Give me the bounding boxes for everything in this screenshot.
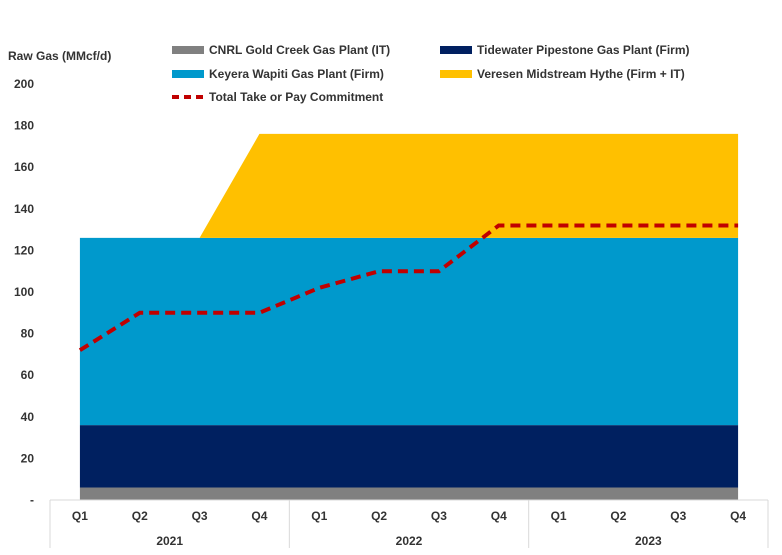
y-tick-label: 180 xyxy=(14,119,34,133)
y-axis-label: Raw Gas (MMcf/d) xyxy=(8,49,111,63)
x-tick-label: Q2 xyxy=(371,509,387,523)
y-tick-label: 200 xyxy=(14,77,34,91)
x-tick-label: Q1 xyxy=(311,509,327,523)
legend-label-3: Veresen Midstream Hythe (Firm + IT) xyxy=(477,67,685,81)
x-tick-label: Q4 xyxy=(251,509,267,523)
y-tick-label: 20 xyxy=(21,451,35,465)
area-series-2 xyxy=(79,237,739,426)
group-label: 2021 xyxy=(156,534,183,548)
group-label: 2022 xyxy=(396,534,423,548)
area-series-0 xyxy=(79,487,739,500)
legend-swatch-0 xyxy=(172,46,204,54)
legend-label-4: Total Take or Pay Commitment xyxy=(209,90,383,104)
x-tick-label: Q2 xyxy=(132,509,148,523)
x-tick-label: Q4 xyxy=(491,509,507,523)
x-tick-label: Q3 xyxy=(192,509,208,523)
x-tick-label: Q3 xyxy=(670,509,686,523)
y-tick-label: 80 xyxy=(21,327,35,341)
x-tick-label: Q3 xyxy=(431,509,447,523)
legend-label-2: Keyera Wapiti Gas Plant (Firm) xyxy=(209,67,384,81)
legend-swatch-2 xyxy=(172,70,204,78)
y-tick-label: 40 xyxy=(21,410,35,424)
x-tick-label: Q1 xyxy=(551,509,567,523)
legend-label-0: CNRL Gold Creek Gas Plant (IT) xyxy=(209,43,390,57)
area-series-3 xyxy=(79,133,739,238)
y-tick-label: 100 xyxy=(14,285,34,299)
y-tick-label: 120 xyxy=(14,243,34,257)
y-tick-label: 160 xyxy=(14,160,34,174)
y-tick-label: - xyxy=(30,493,34,507)
x-tick-label: Q1 xyxy=(72,509,88,523)
legend-swatch-3 xyxy=(440,70,472,78)
group-label: 2023 xyxy=(635,534,662,548)
x-tick-label: Q4 xyxy=(730,509,746,523)
x-tick-label: Q2 xyxy=(610,509,626,523)
y-tick-label: 60 xyxy=(21,368,35,382)
area-series-1 xyxy=(79,425,739,488)
line-series-4 xyxy=(78,223,739,352)
legend-swatch-1 xyxy=(440,46,472,54)
y-tick-label: 140 xyxy=(14,202,34,216)
legend-label-1: Tidewater Pipestone Gas Plant (Firm) xyxy=(477,43,690,57)
